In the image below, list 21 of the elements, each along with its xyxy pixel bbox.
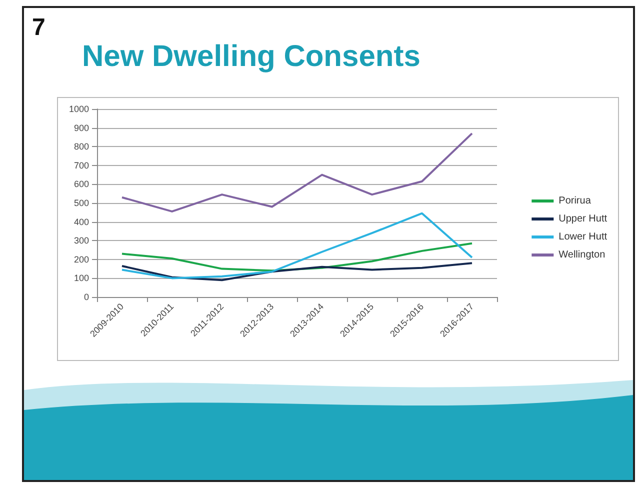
y-tick-label: 600 xyxy=(74,179,89,190)
y-tick-label: 300 xyxy=(74,236,89,246)
line-series xyxy=(121,242,473,272)
legend-label: Upper Hutt xyxy=(558,214,608,224)
y-tick-label: 100 xyxy=(74,273,89,284)
y-tick-label: 800 xyxy=(74,142,89,152)
legend-label: Porirua xyxy=(558,196,592,206)
y-tick-label: 1000 xyxy=(68,104,89,114)
y-tick-label: 500 xyxy=(74,198,89,208)
line-series xyxy=(121,132,473,212)
line-series xyxy=(121,262,473,282)
y-tick-label: 700 xyxy=(74,160,89,170)
y-tick-label: 900 xyxy=(74,122,89,133)
y-tick-label: 200 xyxy=(74,254,89,264)
text: 7 xyxy=(32,14,46,42)
chart-title: New Dwelling Consents xyxy=(82,40,420,74)
legend-label: Lower Hutt xyxy=(558,232,608,242)
y-tick-label: 400 xyxy=(74,216,89,227)
y-tick-label: 0 xyxy=(84,292,89,302)
line-series xyxy=(121,212,473,280)
legend-label: Wellington xyxy=(558,250,606,260)
